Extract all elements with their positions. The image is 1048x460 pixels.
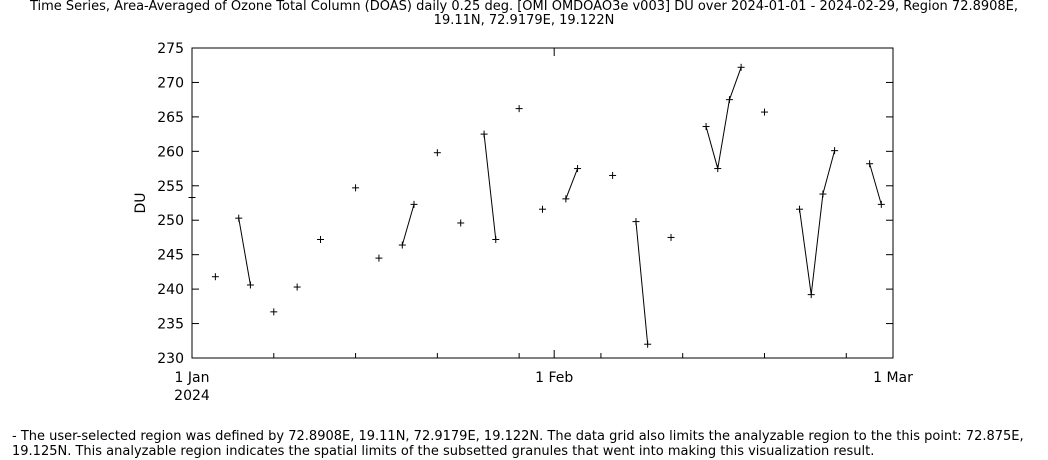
series-line-segment [238,218,251,286]
data-point-marker [457,219,465,227]
data-point-marker [819,190,827,198]
data-point-marker [725,96,733,104]
data-point-marker [515,105,523,113]
data-point-marker [375,254,383,262]
series-line-segment [822,150,836,195]
series-line-segment [728,67,742,100]
y-axis-label: DU [133,192,149,213]
series-line-segment [635,221,649,345]
series-line-segment [565,168,579,200]
data-point-marker [877,200,885,208]
data-point-marker [807,291,815,299]
series-line-segment [483,134,497,240]
data-point-marker [480,130,488,138]
data-point-marker [667,233,675,241]
y-tick-label: 265 [157,110,184,126]
data-point-marker [866,160,874,168]
data-point-marker [760,108,768,116]
chart-title-line-2: 19.11N, 72.9179E, 19.122N [433,13,615,28]
y-tick-label: 270 [157,75,184,91]
chart-title: Time Series, Area-Averaged of Ozone Tota… [0,0,1048,28]
data-point-marker [352,184,360,192]
x-tick-label: 1 Jan [175,370,210,386]
plot-area-frame [191,47,894,359]
x-axis: 1 Jan 2024 1 Feb 1 Mar [174,48,913,404]
y-tick-label: 245 [157,248,184,264]
data-point-marker [211,273,219,281]
y-tick-label: 240 [157,282,184,298]
series-line-segment [810,193,824,295]
y-tick-label: 260 [157,144,184,160]
data-point-marker [644,340,652,348]
data-point-marker [270,308,278,316]
y-tick-label: 275 [157,41,184,57]
data-point-marker [831,147,839,155]
series-line-segment [717,99,730,169]
data-point-marker [737,63,745,71]
data-point-marker [293,283,301,291]
data-point-marker [398,241,406,249]
data-point-marker [562,195,570,203]
data-point-marker [714,165,722,173]
x-tick-label: 1 Mar [873,370,913,386]
series-line-segment [401,204,415,246]
data-point-marker [410,200,418,208]
data-point-marker [796,205,804,213]
y-axis: 230 235 240 245 250 255 260 265 270 275 [157,41,893,367]
data-point-marker [246,281,254,289]
x-tick-sublabel: 2024 [174,388,210,404]
series-line-segment [869,163,882,205]
data-point-marker [539,205,546,213]
data-series [188,63,885,348]
y-tick-label: 250 [157,213,184,229]
data-point-marker [492,236,500,244]
x-tick-label: 1 Feb [535,370,573,386]
series-line-segment [705,126,719,169]
data-point-marker [609,171,617,179]
chart-svg: DU 230 235 240 245 250 255 260 265 270 275 1 Jan 2… [133,41,913,404]
data-point-marker [433,149,441,157]
data-point-marker [574,165,582,173]
data-point-marker [702,123,710,131]
y-tick-label: 235 [157,317,184,333]
chart-title-line-1: Time Series, Area-Averaged of Ozone Tota… [29,0,1019,14]
data-point-marker [317,236,325,244]
data-point-marker [632,218,640,226]
series-line-segment [799,209,812,295]
footnote: - The user-selected region was defined b… [12,429,1024,459]
data-point-marker [188,193,196,201]
y-tick-label: 255 [157,179,184,195]
data-point-marker [235,214,243,222]
y-tick-label: 230 [157,351,184,367]
